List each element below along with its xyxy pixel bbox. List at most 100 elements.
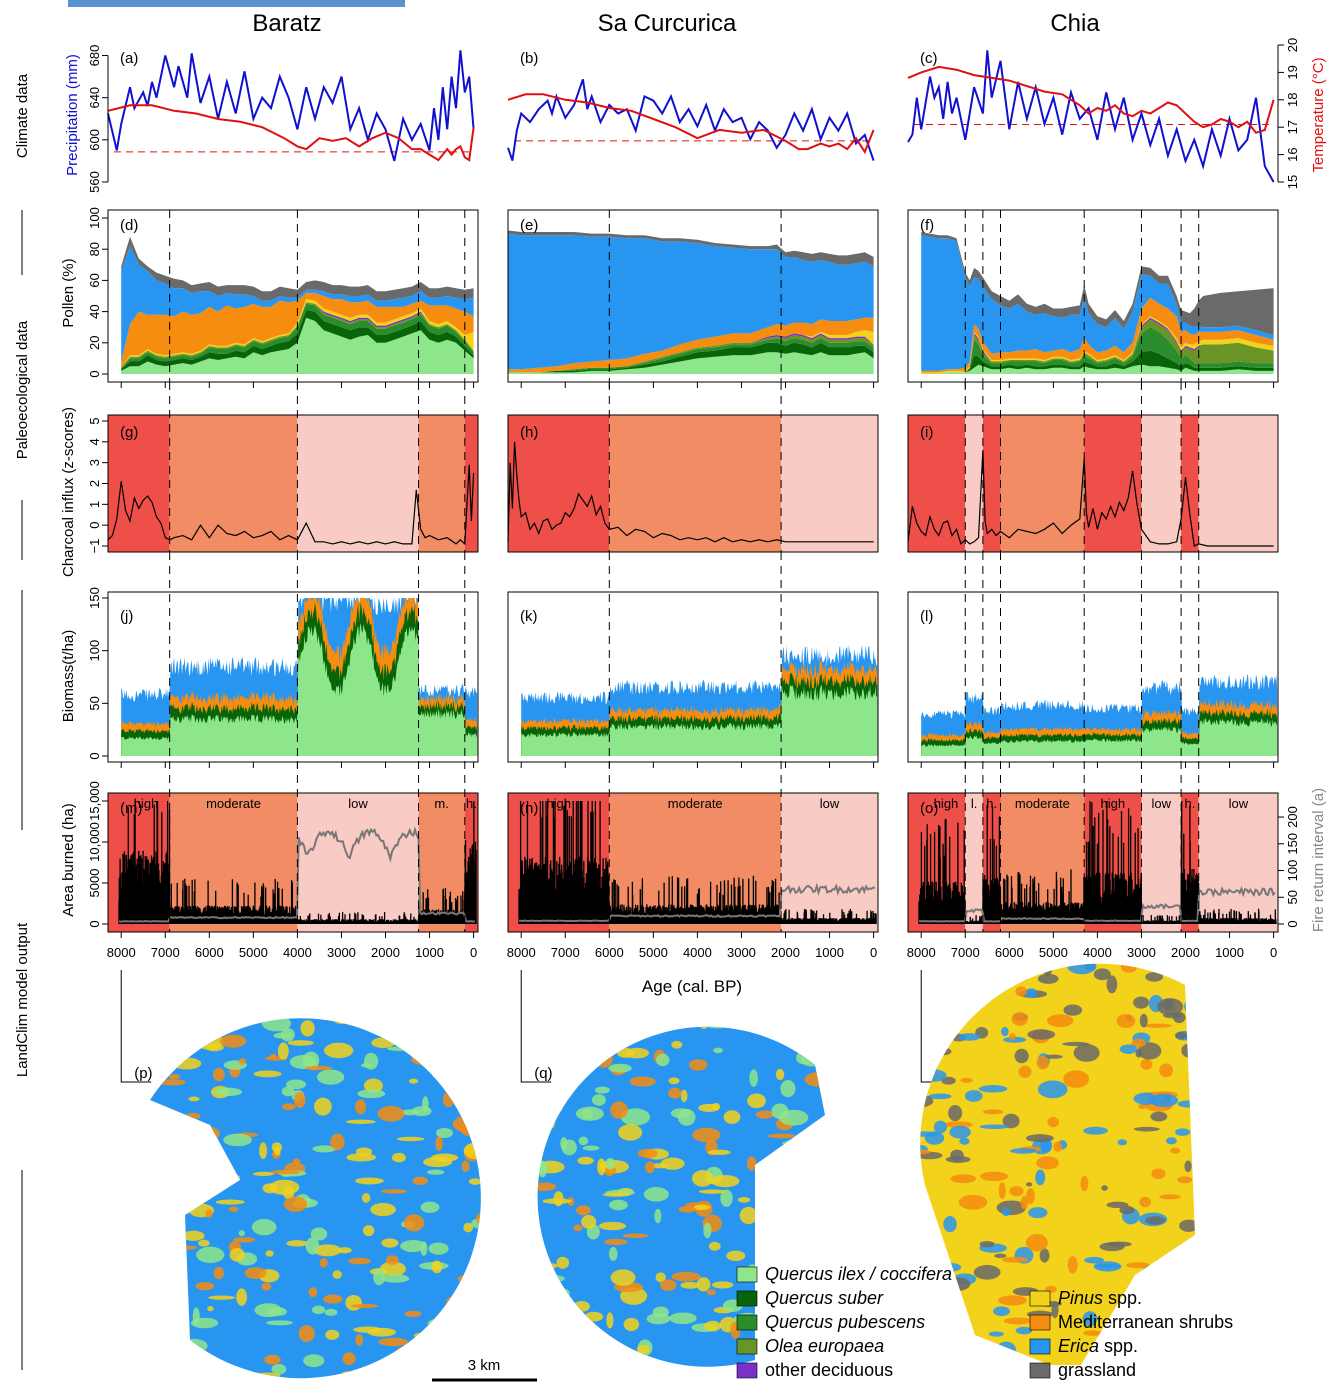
- map-patch: [602, 1192, 631, 1197]
- map-patch: [1259, 1220, 1266, 1232]
- map-patch: [126, 1379, 144, 1390]
- map-patch: [411, 1106, 432, 1117]
- map-patch: [869, 1044, 875, 1060]
- map-patch: [1047, 1014, 1074, 1028]
- map-patch: [168, 1074, 181, 1080]
- biomass-quercus-ilex: [521, 685, 878, 756]
- map-patch: [643, 1187, 669, 1202]
- charcoal-tick-label: 3: [87, 459, 102, 466]
- map-patch: [422, 1096, 429, 1113]
- map-patch: [411, 1052, 436, 1066]
- map-patch: [620, 1108, 651, 1126]
- map-patch: [699, 1026, 709, 1029]
- map-patch: [330, 1133, 345, 1151]
- area-frame: [907, 792, 1279, 933]
- map-patch: [195, 1282, 215, 1291]
- legend-label: grassland: [1058, 1360, 1136, 1380]
- fire-return-interval-line: [518, 882, 876, 923]
- map-patch: [655, 1053, 670, 1067]
- map-patch: [581, 1215, 597, 1229]
- map-patch: [228, 1206, 239, 1212]
- panel-letter: (f): [920, 217, 934, 234]
- temp-series-line: [507, 93, 875, 155]
- map-patch: [105, 1066, 127, 1073]
- map-patch: [337, 1247, 352, 1254]
- map-patch: [1244, 1139, 1273, 1154]
- legend-label: Quercus suber: [765, 1288, 884, 1308]
- map-patch: [808, 999, 830, 1015]
- map-patch: [1197, 959, 1217, 976]
- area-tick-label: 10,000: [87, 822, 102, 862]
- map-patch: [633, 1003, 642, 1021]
- map-patch: [957, 1033, 981, 1041]
- age-tick-label: 6000: [995, 945, 1024, 960]
- regime-label: h.: [986, 796, 997, 811]
- legend-label: Pinus spp.: [1058, 1288, 1142, 1308]
- regime-label: low: [1152, 796, 1172, 811]
- map-patch: [1205, 1181, 1218, 1191]
- map-patch: [979, 1124, 1010, 1130]
- map-patch: [121, 1154, 138, 1162]
- map-patch: [537, 1038, 552, 1056]
- map-patch: [1202, 1237, 1219, 1243]
- map-patch: [522, 1007, 530, 1019]
- map-patch: [950, 1174, 977, 1184]
- biomass-tick-label: 100: [87, 640, 102, 662]
- model-regime-low: [1141, 793, 1182, 932]
- map-patch: [540, 1100, 563, 1115]
- map-patch: [405, 1001, 431, 1018]
- map-patch: [800, 1251, 812, 1258]
- map-patch: [943, 1216, 957, 1233]
- map-patch: [927, 1027, 950, 1039]
- temp-series-line: [907, 65, 1275, 134]
- panel-letter: (p): [134, 1065, 152, 1082]
- map-patch: [538, 1048, 566, 1065]
- map-patch: [305, 1065, 333, 1071]
- map-patch: [553, 1191, 564, 1207]
- map-patch: [1219, 1017, 1249, 1031]
- map-patch: [452, 1115, 481, 1133]
- map-patch: [483, 1031, 496, 1045]
- map-patch: [150, 1038, 175, 1053]
- charcoal-tick-label: 0: [87, 522, 102, 529]
- map-patch: [107, 1132, 118, 1142]
- map-patch: [154, 1128, 176, 1133]
- map-patch: [775, 1068, 785, 1081]
- map-patch: [573, 1300, 590, 1312]
- map-patch: [1203, 1180, 1227, 1193]
- pollen-axis-label: Pollen (%): [60, 258, 77, 327]
- map-patch: [745, 1382, 756, 1391]
- legend-swatch: [736, 1338, 758, 1355]
- map-patch: [449, 1023, 469, 1039]
- map-patch: [608, 1246, 618, 1261]
- map-patch: [282, 1103, 296, 1111]
- precip-series-line: [907, 50, 1275, 183]
- map-patch: [961, 1335, 972, 1349]
- map-patch: [269, 1179, 300, 1195]
- map-patch: [352, 1018, 371, 1021]
- map-patch: [391, 1152, 406, 1163]
- map-patch: [573, 1224, 583, 1232]
- map-patch: [213, 1267, 224, 1280]
- age-tick-label: 2000: [371, 945, 400, 960]
- map-patch: [637, 1148, 658, 1159]
- map-patch: [282, 999, 308, 1013]
- map-patch: [215, 1172, 241, 1184]
- map-patch: [816, 1016, 846, 1026]
- age-tick-label: 5000: [239, 945, 268, 960]
- map-patch: [1142, 1265, 1168, 1275]
- charcoal-tick-label: −1: [87, 539, 102, 554]
- map-patch: [1230, 1171, 1242, 1181]
- map-patch: [381, 1238, 399, 1248]
- pollen-tick-label: 60: [87, 273, 102, 287]
- map-patch: [557, 1047, 582, 1053]
- map-patch: [958, 1194, 988, 1210]
- map-patch: [1001, 1208, 1012, 1217]
- map-patch: [537, 1317, 551, 1323]
- precip-series-line: [507, 78, 875, 161]
- map-patch: [1036, 1156, 1059, 1170]
- map-patch: [1001, 1026, 1009, 1037]
- map-patch: [214, 1087, 243, 1097]
- fri-tick-label: 150: [1285, 833, 1300, 855]
- site-panels-0: (a)560600640680(d)020406080100(g)−101234…: [87, 45, 479, 1083]
